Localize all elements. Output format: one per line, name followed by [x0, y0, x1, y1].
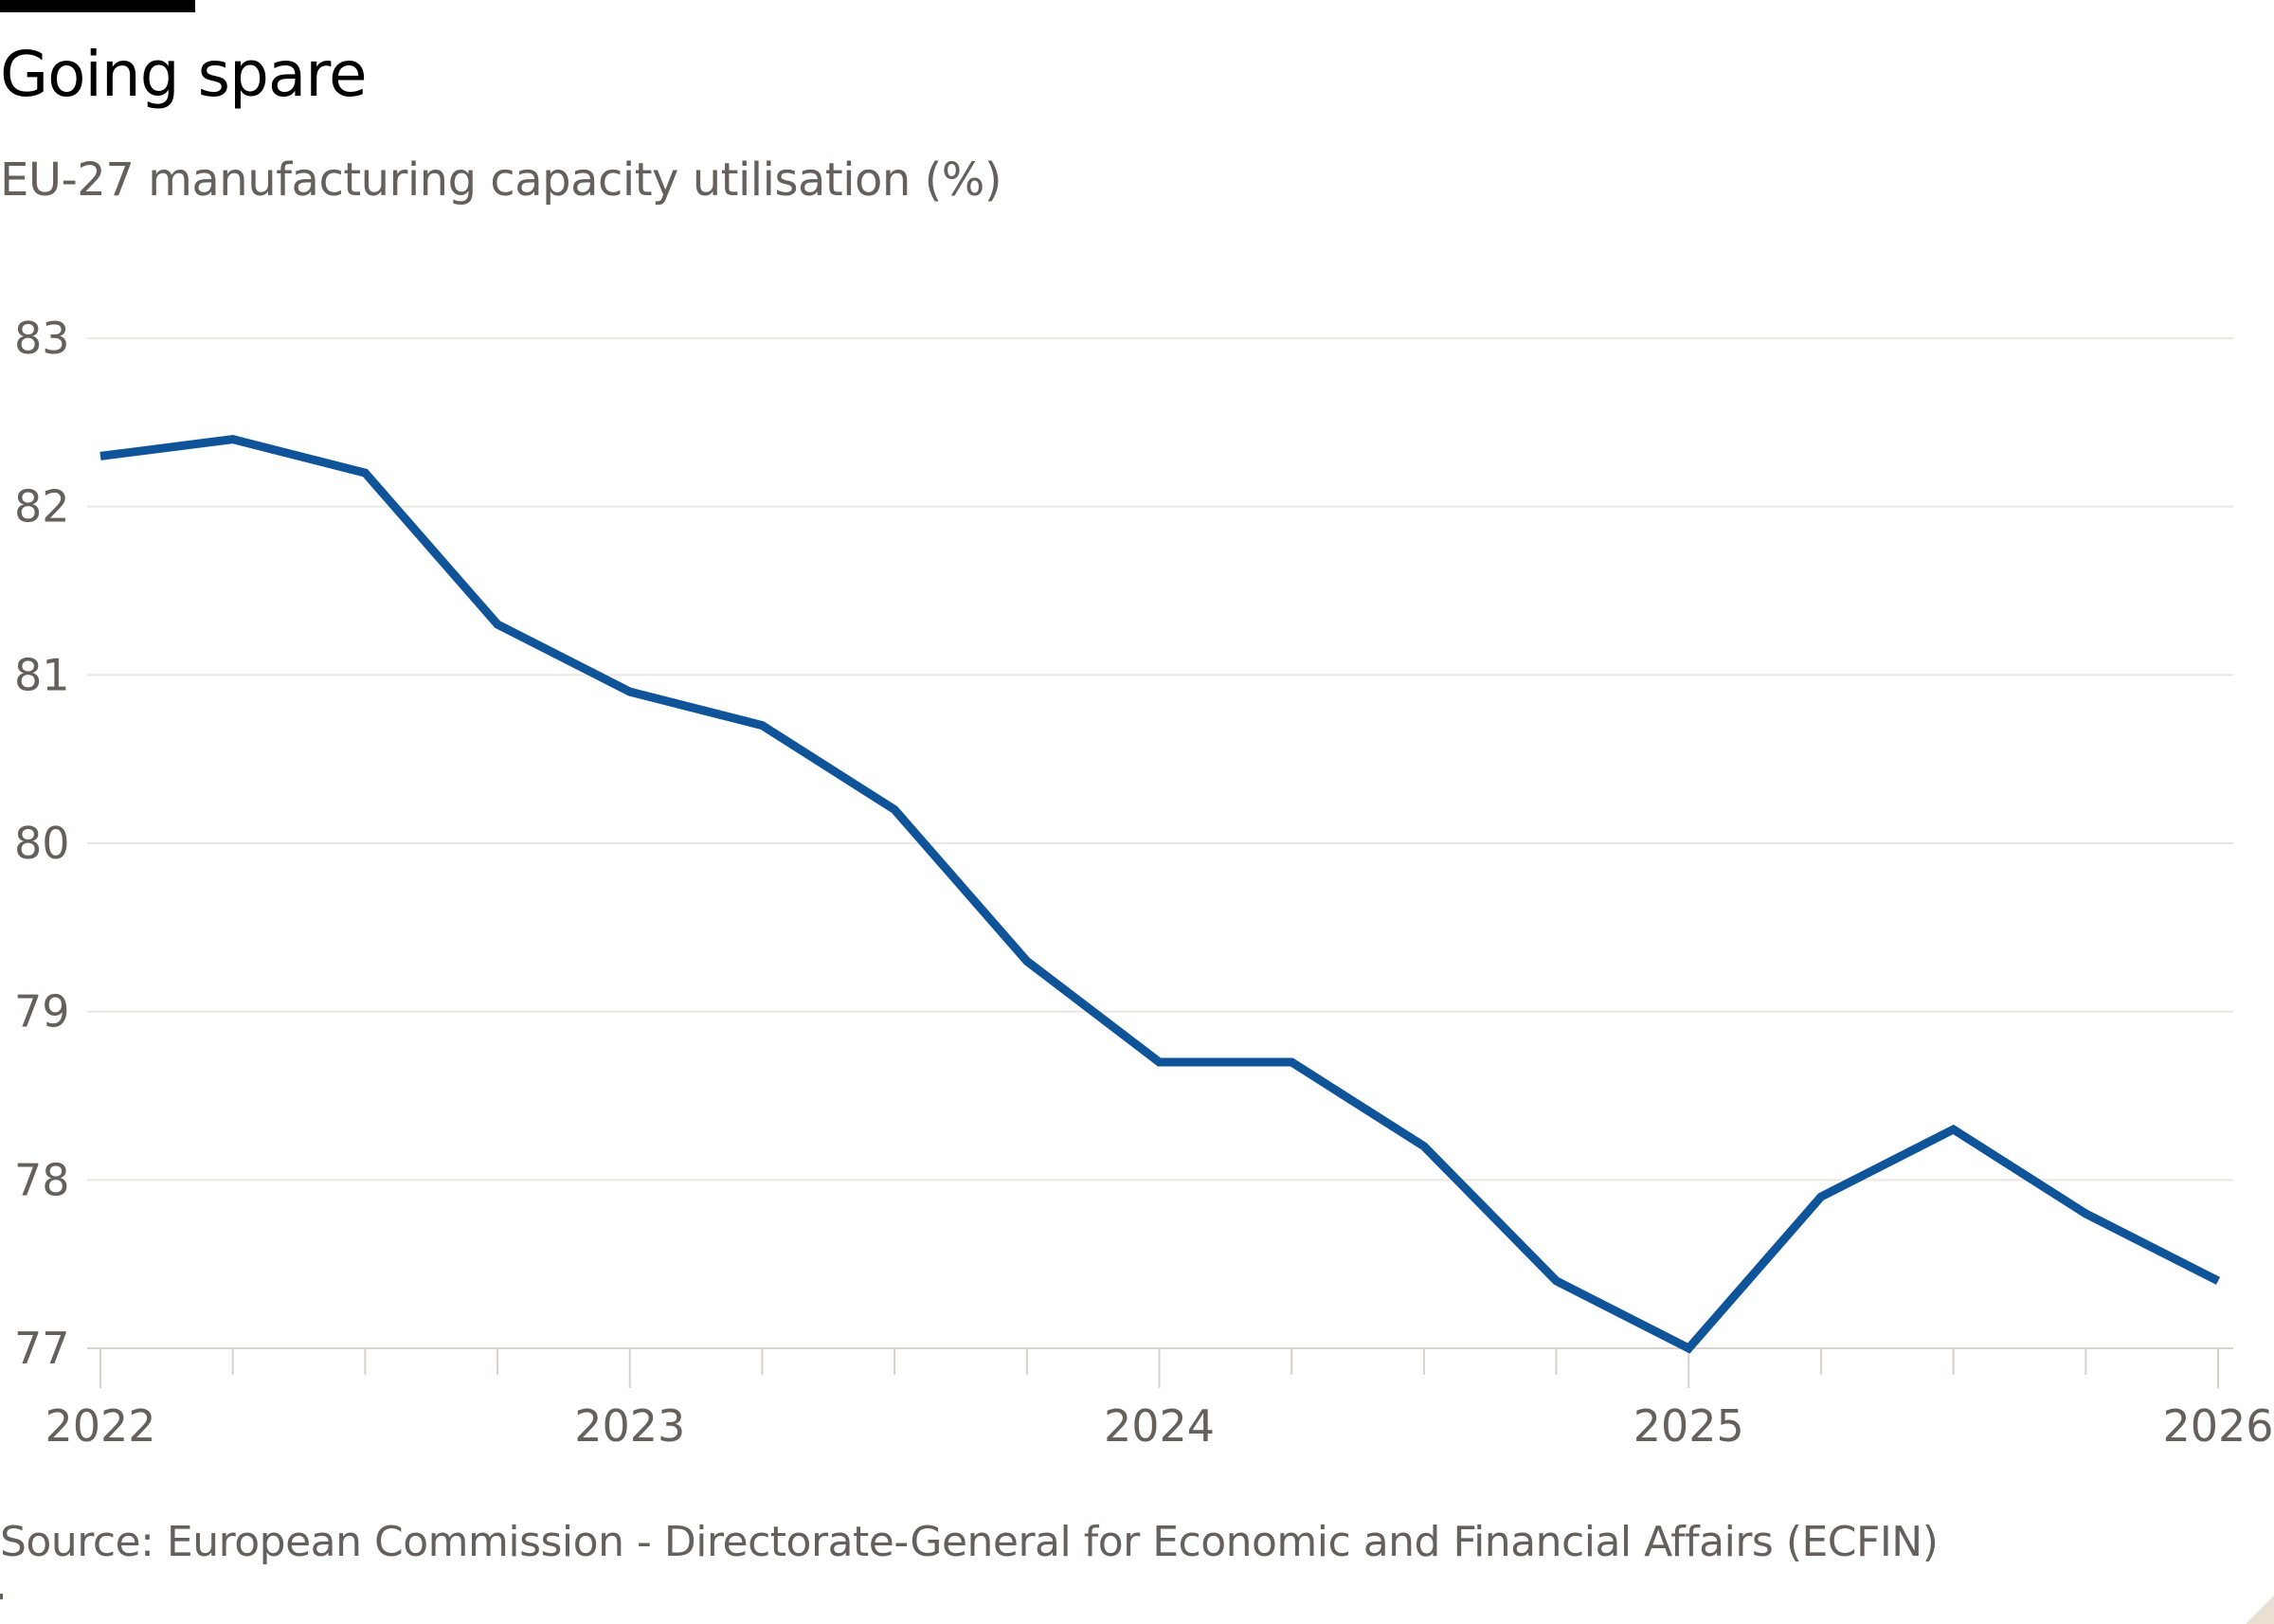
chart-title: Going spare: [0, 38, 368, 111]
gridlines: [87, 337, 2233, 1349]
y-tick-label: 79: [14, 986, 70, 1038]
footnote-marker: [0, 1594, 3, 1599]
y-tick-label: 81: [14, 649, 70, 700]
header-accent-bar: [0, 0, 195, 12]
x-tick-label: 2025: [1633, 1400, 1744, 1452]
x-tick-label: 2026: [2162, 1400, 2273, 1452]
y-tick-label: 83: [14, 313, 70, 364]
y-tick-label: 77: [14, 1323, 70, 1374]
y-tick-label: 80: [14, 818, 70, 869]
x-tick-label: 2022: [45, 1400, 155, 1452]
corner-decoration: [2246, 1596, 2274, 1624]
series-line: [99, 435, 2221, 1354]
y-axis-labels: 77 78 79 80 81 82 83: [14, 313, 70, 1374]
x-tick-label: 2024: [1104, 1400, 1215, 1452]
x-axis-labels: 2022 2023 2024 2025 2026: [45, 1400, 2273, 1452]
series: [99, 435, 2221, 1354]
x-axis-ticks: [99, 1348, 2219, 1388]
chart-subtitle: EU-27 manufacturing capacity utilisation…: [0, 153, 1002, 207]
y-tick-label: 78: [14, 1154, 70, 1205]
source-note: Source: European Commission - Directorat…: [0, 1518, 1939, 1566]
x-tick-label: 2023: [574, 1400, 685, 1452]
y-tick-label: 82: [14, 481, 70, 532]
